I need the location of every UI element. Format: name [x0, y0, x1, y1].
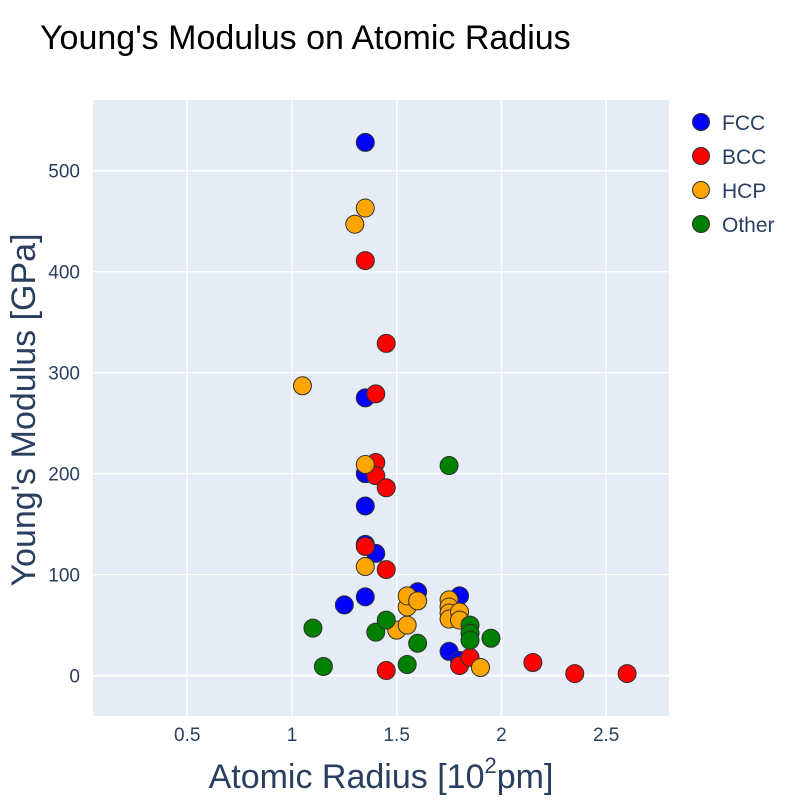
y-tick-label: 200: [48, 465, 80, 486]
scatter-point: [366, 622, 386, 642]
chart-title: Young's Modulus on Atomic Radius: [40, 19, 571, 57]
scatter-point: [376, 560, 396, 580]
y-tick-label: 100: [48, 566, 80, 587]
scatter-point: [439, 456, 459, 476]
x-axis-title: Atomic Radius [102pm]: [209, 753, 554, 796]
scatter-point: [397, 615, 417, 635]
scatter-point: [345, 214, 365, 234]
legend-marker: [692, 215, 710, 233]
legend-marker: [692, 147, 710, 165]
scatter-point: [376, 478, 396, 498]
scatter-point: [376, 333, 396, 353]
scatter-point: [355, 557, 375, 577]
series-other: [303, 456, 501, 677]
scatter-point: [355, 496, 375, 516]
x-tick-label: 1.5: [383, 725, 409, 746]
legend-item-bcc[interactable]: BCC: [692, 146, 767, 169]
scatter-point: [408, 633, 428, 653]
scatter-point: [376, 610, 396, 630]
scatter-point: [334, 595, 354, 615]
y-axis-title: Young's Modulus [GPa]: [5, 233, 43, 586]
scatter-point: [408, 591, 428, 611]
scatter-point: [617, 664, 637, 684]
legend-item-fcc[interactable]: FCC: [692, 112, 766, 135]
scatter-point: [397, 654, 417, 674]
scatter-point: [355, 455, 375, 475]
y-tick-label: 500: [48, 162, 80, 183]
scatter-point: [355, 536, 375, 556]
scatter-point: [376, 661, 396, 681]
legend-marker: [692, 181, 710, 199]
legend: FCC BCC HCP Other: [692, 112, 775, 237]
x-tick-label: 2.5: [593, 725, 619, 746]
y-tick-label: 400: [48, 263, 80, 284]
legend-marker: [692, 113, 710, 131]
data-points: [292, 132, 637, 684]
scatter-point: [292, 376, 312, 396]
x-tick-label: 1: [287, 725, 298, 746]
x-axis-title-superscript: 2: [484, 753, 496, 778]
gridlines: [93, 100, 669, 716]
scatter-point: [355, 132, 375, 152]
scatter-point: [313, 657, 333, 677]
x-tick-label: 2: [496, 725, 507, 746]
scatter-point: [355, 251, 375, 271]
y-tick-label: 0: [69, 667, 80, 688]
scatter-point: [366, 384, 386, 404]
x-axis-title-tail: pm]: [497, 758, 554, 796]
legend-label: FCC: [722, 112, 765, 135]
scatter-point: [355, 587, 375, 607]
x-axis-title-main: Atomic Radius [10: [209, 758, 485, 796]
y-tick-label: 300: [48, 364, 80, 385]
scatter-point: [565, 664, 585, 684]
legend-label: BCC: [722, 146, 766, 169]
scatter-point: [355, 198, 375, 218]
y-tick-labels: 0 100 200 300 400 500: [48, 162, 80, 688]
x-tick-label: 0.5: [174, 725, 200, 746]
scatter-point: [303, 618, 323, 638]
legend-label: Other: [722, 214, 775, 237]
scatter-point: [460, 630, 480, 650]
scatter-point: [470, 658, 490, 678]
legend-item-other[interactable]: Other: [692, 214, 775, 237]
legend-item-hcp[interactable]: HCP: [692, 180, 767, 203]
legend-label: HCP: [722, 180, 766, 203]
scatter-point: [523, 652, 543, 672]
scatter-point: [481, 628, 501, 648]
x-tick-labels: 0.5 1 1.5 2 2.5: [174, 725, 619, 746]
